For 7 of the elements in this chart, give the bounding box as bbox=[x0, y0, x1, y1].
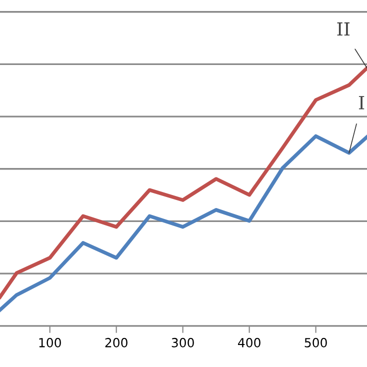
series-label: I bbox=[358, 96, 364, 110]
x-tick-label: 100 bbox=[39, 338, 61, 348]
x-tick-label: 200 bbox=[105, 338, 128, 348]
x-tick-label: 400 bbox=[238, 338, 260, 348]
text: II bbox=[337, 22, 350, 36]
x-tick-label: 500 bbox=[304, 338, 327, 348]
x-tick-label: 300 bbox=[172, 338, 194, 348]
